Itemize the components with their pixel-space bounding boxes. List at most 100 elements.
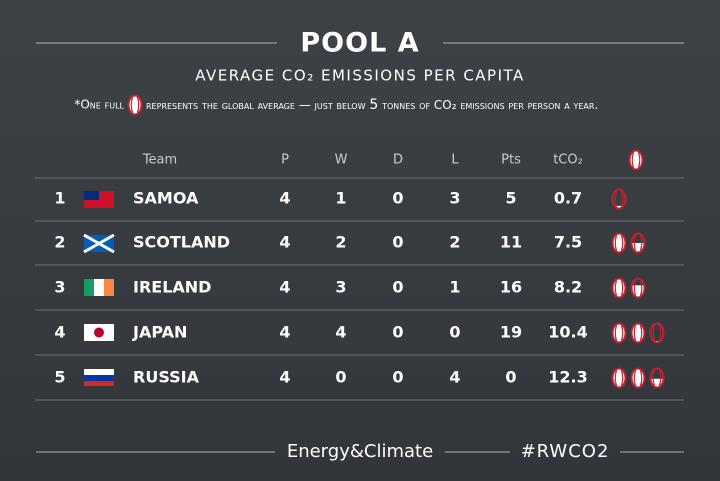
column-header: Team — [142, 153, 177, 168]
column-header: D — [393, 153, 403, 168]
rugby-ball — [630, 277, 646, 299]
column-header: L — [451, 153, 459, 168]
rank: 5 — [54, 368, 65, 387]
ball-outline — [630, 277, 646, 299]
rugby-ball — [630, 367, 646, 389]
ball-outline — [630, 367, 646, 389]
cell: 10.4 — [548, 323, 587, 342]
cell: 3 — [335, 278, 346, 297]
rugby-ball — [649, 322, 665, 344]
cell: 0 — [392, 368, 403, 387]
ball-outline — [611, 188, 627, 210]
subtitle: AVERAGE CO₂ EMISSIONS PER CAPITA — [195, 67, 525, 85]
cell: 1 — [335, 189, 346, 208]
ball-outline — [628, 149, 644, 171]
rugby-ball — [630, 232, 646, 254]
column-header: Pts — [501, 153, 521, 168]
team-name: SAMOA — [133, 189, 199, 208]
cell: 0.7 — [554, 189, 582, 208]
cell: 0 — [392, 233, 403, 252]
rugby-ball — [611, 188, 627, 210]
column-header: tCO₂ — [553, 153, 583, 168]
rugby-ball — [611, 277, 627, 299]
cell: 0 — [505, 368, 516, 387]
ball-seam — [614, 325, 624, 341]
cell: 8.2 — [554, 278, 582, 297]
team-name: IRELAND — [133, 278, 211, 297]
flag-samoa — [84, 191, 114, 208]
cell: 4 — [449, 368, 460, 387]
note-average: 5 — [369, 97, 378, 113]
cell: 2 — [449, 233, 460, 252]
cell: 7.5 — [554, 233, 582, 252]
cell: 0 — [335, 368, 346, 387]
ball-icon — [127, 94, 143, 116]
ball-seam — [614, 370, 624, 386]
cell: 3 — [449, 189, 460, 208]
rugby-ball — [611, 232, 627, 254]
ball-seam — [614, 280, 624, 296]
cell: 12.3 — [548, 368, 587, 387]
cell: 0 — [392, 323, 403, 342]
ball-outline — [611, 367, 627, 389]
note: *One full — [74, 98, 124, 112]
ball-outline — [649, 367, 665, 389]
emission-balls — [611, 322, 665, 344]
ball-outline — [630, 232, 646, 254]
cell: 2 — [335, 233, 346, 252]
team-name: JAPAN — [132, 323, 187, 342]
ball-seam — [633, 235, 643, 251]
cell: 4 — [279, 233, 290, 252]
title: POOL A — [300, 28, 419, 59]
ball-seam — [633, 280, 643, 296]
ball-outline — [127, 94, 143, 116]
flag-japan — [84, 324, 114, 341]
cell: 1 — [449, 278, 460, 297]
ball-outline — [611, 277, 627, 299]
brand: Energy&Climate — [287, 441, 433, 462]
column-header: W — [335, 153, 348, 168]
ball-seam — [633, 325, 643, 341]
column-header: P — [281, 153, 289, 168]
rank: 1 — [54, 189, 65, 208]
cell: 0 — [392, 189, 403, 208]
ball-outline — [611, 232, 627, 254]
ball-seam — [614, 235, 624, 251]
rank: 3 — [54, 278, 65, 297]
ball-seam — [631, 152, 641, 168]
emission-balls — [611, 188, 627, 210]
cell: 0 — [449, 323, 460, 342]
hashtag: #RWCO2 — [521, 441, 610, 462]
cell: 19 — [500, 323, 522, 342]
ball-outline — [630, 322, 646, 344]
cell: 11 — [500, 233, 522, 252]
team-name: RUSSIA — [133, 368, 200, 387]
ball-seam — [614, 191, 624, 207]
cell: 16 — [500, 278, 522, 297]
rank: 2 — [54, 233, 65, 252]
column-header-icon — [628, 149, 644, 171]
ball-seam — [652, 325, 662, 341]
cell: 4 — [279, 189, 290, 208]
ball-seam — [130, 97, 140, 113]
flag-russia — [84, 369, 114, 386]
cell: 5 — [505, 189, 516, 208]
rugby-ball — [611, 367, 627, 389]
flags — [83, 191, 115, 386]
emission-balls — [611, 367, 665, 389]
cell: 4 — [279, 368, 290, 387]
cell: 4 — [279, 323, 290, 342]
team-name: SCOTLAND — [133, 233, 230, 252]
ball-outline — [611, 322, 627, 344]
note-text: tonnes of CO₂ emissions per person a yea… — [381, 98, 598, 112]
rugby-ball — [611, 322, 627, 344]
rugby-ball — [630, 322, 646, 344]
rugby-ball — [649, 367, 665, 389]
ball-outline — [649, 322, 665, 344]
emission-balls — [611, 232, 646, 254]
ball-seam — [652, 370, 662, 386]
ball-seam — [633, 370, 643, 386]
cell: 4 — [335, 323, 346, 342]
